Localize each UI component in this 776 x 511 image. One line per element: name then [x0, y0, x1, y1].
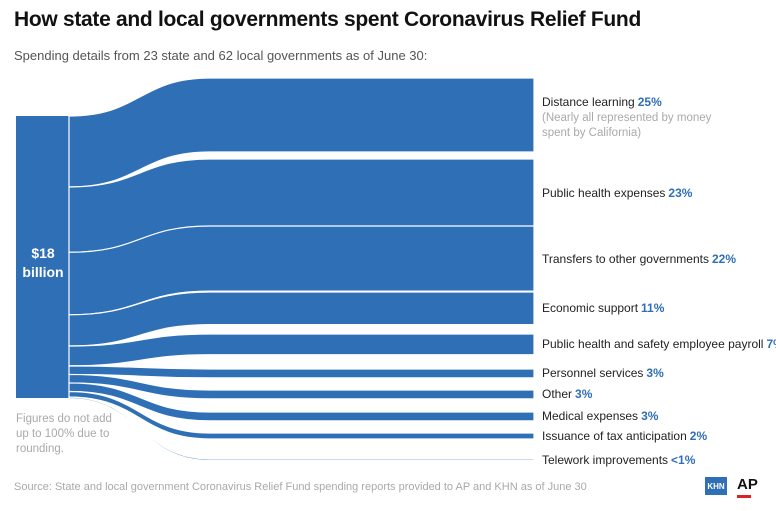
category-percent: 11% [641, 301, 665, 316]
category-name: Issuance of tax anticipation [542, 428, 687, 443]
chart-subtitle: Spending details from 23 state and 62 lo… [14, 48, 428, 63]
ap-logo-bar [737, 495, 751, 498]
category-label: Personnel services 3% [542, 366, 664, 380]
category-percent: 7% [766, 337, 776, 352]
chart-title: How state and local governments spent Co… [14, 8, 641, 31]
category-name: Distance learning [542, 95, 635, 109]
category-percent: 25% [637, 95, 662, 109]
category-label: Other 3% [542, 387, 592, 401]
category-label: Distance learning 25% [542, 95, 662, 109]
category-name: Other [542, 387, 573, 402]
distance-learning-note: (Nearly all represented by money spent b… [542, 112, 712, 139]
ap-logo: AP [737, 476, 758, 493]
category-name: Economic support [542, 301, 639, 316]
flow-medical-expenses [68, 382, 535, 422]
category-name: Public health expenses [542, 186, 666, 201]
category-label: Public health expenses 23% [542, 186, 692, 200]
flow-personnel-services [68, 365, 535, 379]
flow-public-health-and-safety-employee-payroll [68, 333, 535, 367]
khn-logo: KHN [705, 477, 727, 495]
category-percent: 23% [668, 186, 693, 201]
category-name: Personnel services [542, 366, 644, 381]
flow-other [68, 373, 535, 400]
category-label: Issuance of tax anticipation 2% [542, 429, 707, 443]
category-name: Transfers to other governments [542, 251, 709, 266]
total-label: $18 billion [16, 244, 70, 282]
category-percent: 3% [646, 366, 664, 381]
category-percent: 22% [711, 251, 736, 266]
category-label: Transfers to other governments 22% [542, 252, 736, 266]
category-percent: 3% [575, 387, 593, 402]
category-label: Medical expenses 3% [542, 409, 658, 423]
category-name: Telework improvements [542, 452, 669, 467]
flow-distance-learning [68, 77, 535, 188]
rounding-note: Figures do not add up to 100% due to rou… [16, 413, 112, 455]
category-percent: <1% [671, 452, 696, 467]
category-label: Economic support 11% [542, 301, 664, 315]
source-bar [16, 116, 70, 398]
category-name: Public health and safety employee payrol… [542, 337, 764, 352]
total-amount: $18 [31, 245, 55, 261]
category-name: Medical expenses [542, 409, 639, 424]
flow-issuance-of-tax-anticipation [68, 390, 535, 440]
flow-economic-support [68, 291, 535, 347]
flow-group [16, 77, 535, 462]
category-label: Telework improvements <1% [542, 453, 695, 467]
category-percent: 3% [641, 409, 659, 424]
source-note: Source: State and local government Coron… [14, 481, 587, 493]
category-label: Public health and safety employee payrol… [542, 337, 776, 351]
flow-telework-improvements [68, 396, 535, 462]
total-unit: billion [22, 264, 64, 280]
category-percent: 2% [689, 428, 708, 443]
